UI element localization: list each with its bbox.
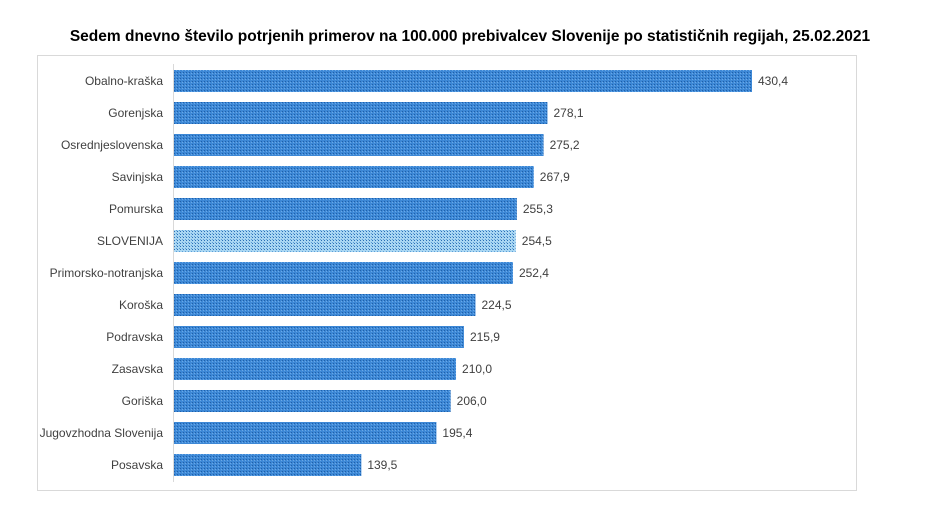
bar: [174, 70, 752, 92]
bar: [174, 390, 451, 412]
data-label: 224,5: [481, 298, 511, 312]
category-label: Osrednjeslovenska: [61, 138, 163, 152]
category-label: Gorenjska: [108, 106, 163, 120]
bar: [174, 198, 517, 220]
bar: [174, 454, 362, 476]
category-label: Obalno-kraška: [85, 74, 163, 88]
bar: [174, 294, 476, 316]
data-label: 215,9: [470, 330, 500, 344]
data-label: 254,5: [522, 234, 552, 248]
bar: [174, 422, 437, 444]
data-label: 139,5: [367, 458, 397, 472]
bar: [174, 166, 534, 188]
data-label: 275,2: [550, 138, 580, 152]
data-label: 252,4: [519, 266, 549, 280]
category-label: Zasavska: [112, 362, 164, 376]
category-label: Koroška: [119, 298, 163, 312]
category-label: Goriška: [122, 394, 164, 408]
data-label: 210,0: [462, 362, 492, 376]
data-label: 278,1: [553, 106, 583, 120]
category-label: Pomurska: [109, 202, 163, 216]
category-label: Savinjska: [112, 170, 164, 184]
bar: [174, 358, 457, 380]
bar: [174, 262, 513, 284]
data-label: 206,0: [457, 394, 487, 408]
data-label: 430,4: [758, 74, 788, 88]
category-label: Podravska: [106, 330, 163, 344]
bar: [174, 134, 544, 156]
chart-area: [37, 55, 857, 491]
data-label: 255,3: [523, 202, 553, 216]
bar: [174, 230, 516, 252]
category-label: Primorsko-notranjska: [50, 266, 164, 280]
category-label: Posavska: [111, 458, 163, 472]
data-label: 267,9: [540, 170, 570, 184]
bar: [174, 326, 464, 348]
data-label: 195,4: [442, 426, 472, 440]
category-label: Jugovzhodna Slovenija: [40, 426, 164, 440]
category-label: SLOVENIJA: [97, 234, 163, 248]
chart-title: Sedem dnevno število potrjenih primerov …: [69, 28, 871, 45]
bar: [174, 102, 548, 124]
